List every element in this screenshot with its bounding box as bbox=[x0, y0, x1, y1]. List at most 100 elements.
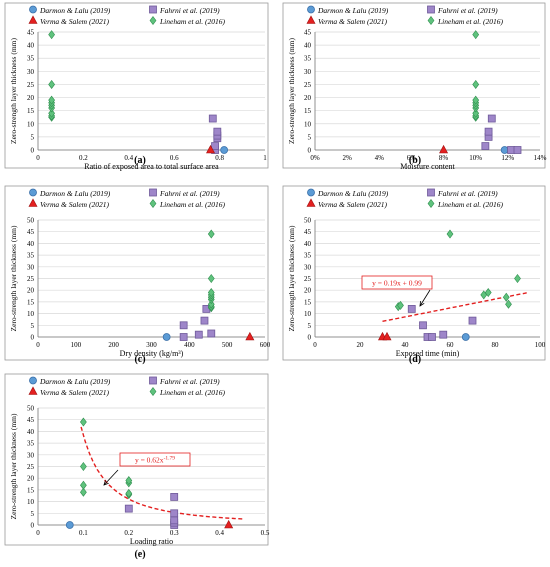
y-tick-label: 25 bbox=[304, 81, 312, 89]
x-tick-label: 14% bbox=[534, 154, 547, 162]
panel-caption: (b) bbox=[409, 155, 421, 166]
legend-marker bbox=[28, 386, 38, 395]
y-tick-label: 40 bbox=[27, 428, 35, 436]
data-point bbox=[213, 127, 222, 136]
data-point bbox=[502, 292, 510, 302]
data-point bbox=[207, 274, 215, 283]
legend-label: Verma & Salem (2021) bbox=[318, 17, 387, 26]
x-axis-label: Ratio of exposed area to total surface a… bbox=[84, 162, 219, 171]
y-tick-label: 0 bbox=[31, 334, 35, 342]
panel-caption: (d) bbox=[409, 354, 421, 365]
data-point bbox=[505, 299, 512, 309]
x-tick-label: 6% bbox=[407, 154, 417, 162]
panel-caption: (c) bbox=[134, 354, 145, 365]
y-axis-label: Zero-strength layer thickness (mm) bbox=[287, 225, 296, 332]
legend-marker bbox=[29, 188, 37, 197]
chart-panel-0: Darmon & Lalu (2019) Fahrni et al. (2019)… bbox=[4, 2, 269, 171]
data-point bbox=[207, 288, 215, 298]
y-tick-label: 15 bbox=[27, 486, 35, 494]
y-tick-label: 50 bbox=[27, 217, 35, 225]
x-axis-label: Dry density (kg/m³) bbox=[120, 349, 184, 358]
legend-marker bbox=[427, 199, 435, 208]
legend-label: Lineham et al. (2016) bbox=[159, 388, 225, 397]
x-tick-label: 0% bbox=[310, 154, 320, 162]
y-tick-label: 0 bbox=[31, 522, 35, 530]
x-tick-label: 300 bbox=[146, 341, 157, 349]
y-tick-label: 35 bbox=[27, 440, 35, 448]
legend-marker bbox=[307, 188, 315, 197]
equation-box bbox=[361, 275, 433, 290]
panel-frame bbox=[282, 185, 546, 361]
x-tick-label: 4% bbox=[375, 154, 385, 162]
data-point bbox=[48, 79, 55, 89]
y-tick-label: 45 bbox=[304, 228, 312, 236]
data-point bbox=[48, 30, 55, 40]
data-point bbox=[419, 321, 427, 330]
x-tick-label: 0.2 bbox=[124, 529, 133, 537]
legend-marker bbox=[307, 5, 315, 14]
legend-marker bbox=[427, 188, 435, 197]
y-tick-label: 30 bbox=[27, 68, 35, 76]
y-tick-label: 30 bbox=[304, 263, 312, 271]
y-tick-label: 40 bbox=[304, 42, 312, 50]
data-point bbox=[179, 321, 188, 330]
y-axis-label: Zero-strength layer thickness (mm) bbox=[9, 413, 18, 520]
x-tick-label: 0 bbox=[36, 154, 40, 162]
y-tick-label: 5 bbox=[31, 322, 35, 330]
legend-marker bbox=[149, 5, 157, 14]
legend-marker bbox=[427, 5, 435, 14]
y-tick-label: 30 bbox=[27, 451, 35, 459]
legend-marker bbox=[306, 15, 316, 24]
data-point bbox=[220, 146, 229, 154]
x-tick-label: 8% bbox=[439, 154, 449, 162]
x-tick-label: 0.5 bbox=[261, 529, 270, 537]
y-tick-label: 40 bbox=[27, 42, 35, 50]
y-tick-label: 0 bbox=[31, 147, 35, 155]
y-tick-label: 15 bbox=[304, 298, 312, 306]
x-tick-label: 0.1 bbox=[79, 529, 88, 537]
data-point bbox=[80, 462, 87, 471]
y-tick-label: 10 bbox=[304, 120, 312, 128]
data-point bbox=[224, 519, 234, 529]
y-tick-label: 30 bbox=[304, 68, 312, 76]
data-point bbox=[200, 316, 209, 325]
x-tick-label: 0 bbox=[36, 341, 40, 349]
data-point bbox=[407, 305, 416, 313]
x-tick-label: 0.4 bbox=[215, 529, 224, 537]
legend-label: Verma & Salem (2021) bbox=[318, 200, 387, 209]
legend-label: Darmon & Lalu (2019) bbox=[39, 6, 111, 15]
data-point bbox=[472, 108, 480, 118]
legend-label: Verma & Salem (2021) bbox=[40, 17, 109, 26]
equation-label: y = 0.62x-1.79 bbox=[135, 456, 175, 465]
y-tick-label: 35 bbox=[27, 252, 35, 260]
y-tick-label: 5 bbox=[308, 133, 312, 141]
x-tick-label: 0.6 bbox=[170, 154, 179, 162]
x-tick-label: 0.4 bbox=[124, 154, 133, 162]
legend-marker bbox=[29, 376, 37, 385]
y-tick-label: 35 bbox=[304, 252, 312, 260]
y-axis-label: Zero-strength layer thickness (mm) bbox=[9, 225, 18, 332]
equation-label: y = 0.19x + 0.99 bbox=[372, 279, 422, 288]
legend-label: Fahrni et al. (2019) bbox=[159, 377, 220, 386]
data-point bbox=[48, 108, 55, 118]
legend-marker bbox=[28, 198, 38, 207]
x-tick-label: 40 bbox=[402, 341, 410, 349]
x-tick-label: 0 bbox=[313, 341, 317, 349]
x-tick-label: 60 bbox=[447, 341, 455, 349]
x-tick-label: 80 bbox=[492, 341, 500, 349]
y-tick-label: 20 bbox=[27, 475, 35, 483]
x-axis-label: Exposed time (min) bbox=[396, 349, 460, 358]
y-tick-label: 30 bbox=[27, 263, 35, 271]
y-tick-label: 0 bbox=[308, 334, 312, 342]
arrow-head bbox=[419, 300, 425, 307]
data-point bbox=[507, 146, 515, 154]
chart-panel-3: Darmon & Lalu (2019) Fahrni et al. (2019)… bbox=[282, 185, 546, 361]
x-tick-label: 400 bbox=[184, 341, 195, 349]
legend-marker bbox=[306, 198, 316, 207]
y-tick-label: 20 bbox=[27, 94, 35, 102]
y-tick-label: 5 bbox=[308, 322, 312, 330]
legend-label: Darmon & Lalu (2019) bbox=[317, 189, 389, 198]
y-tick-label: 40 bbox=[304, 240, 312, 248]
panel-frame bbox=[282, 2, 546, 169]
